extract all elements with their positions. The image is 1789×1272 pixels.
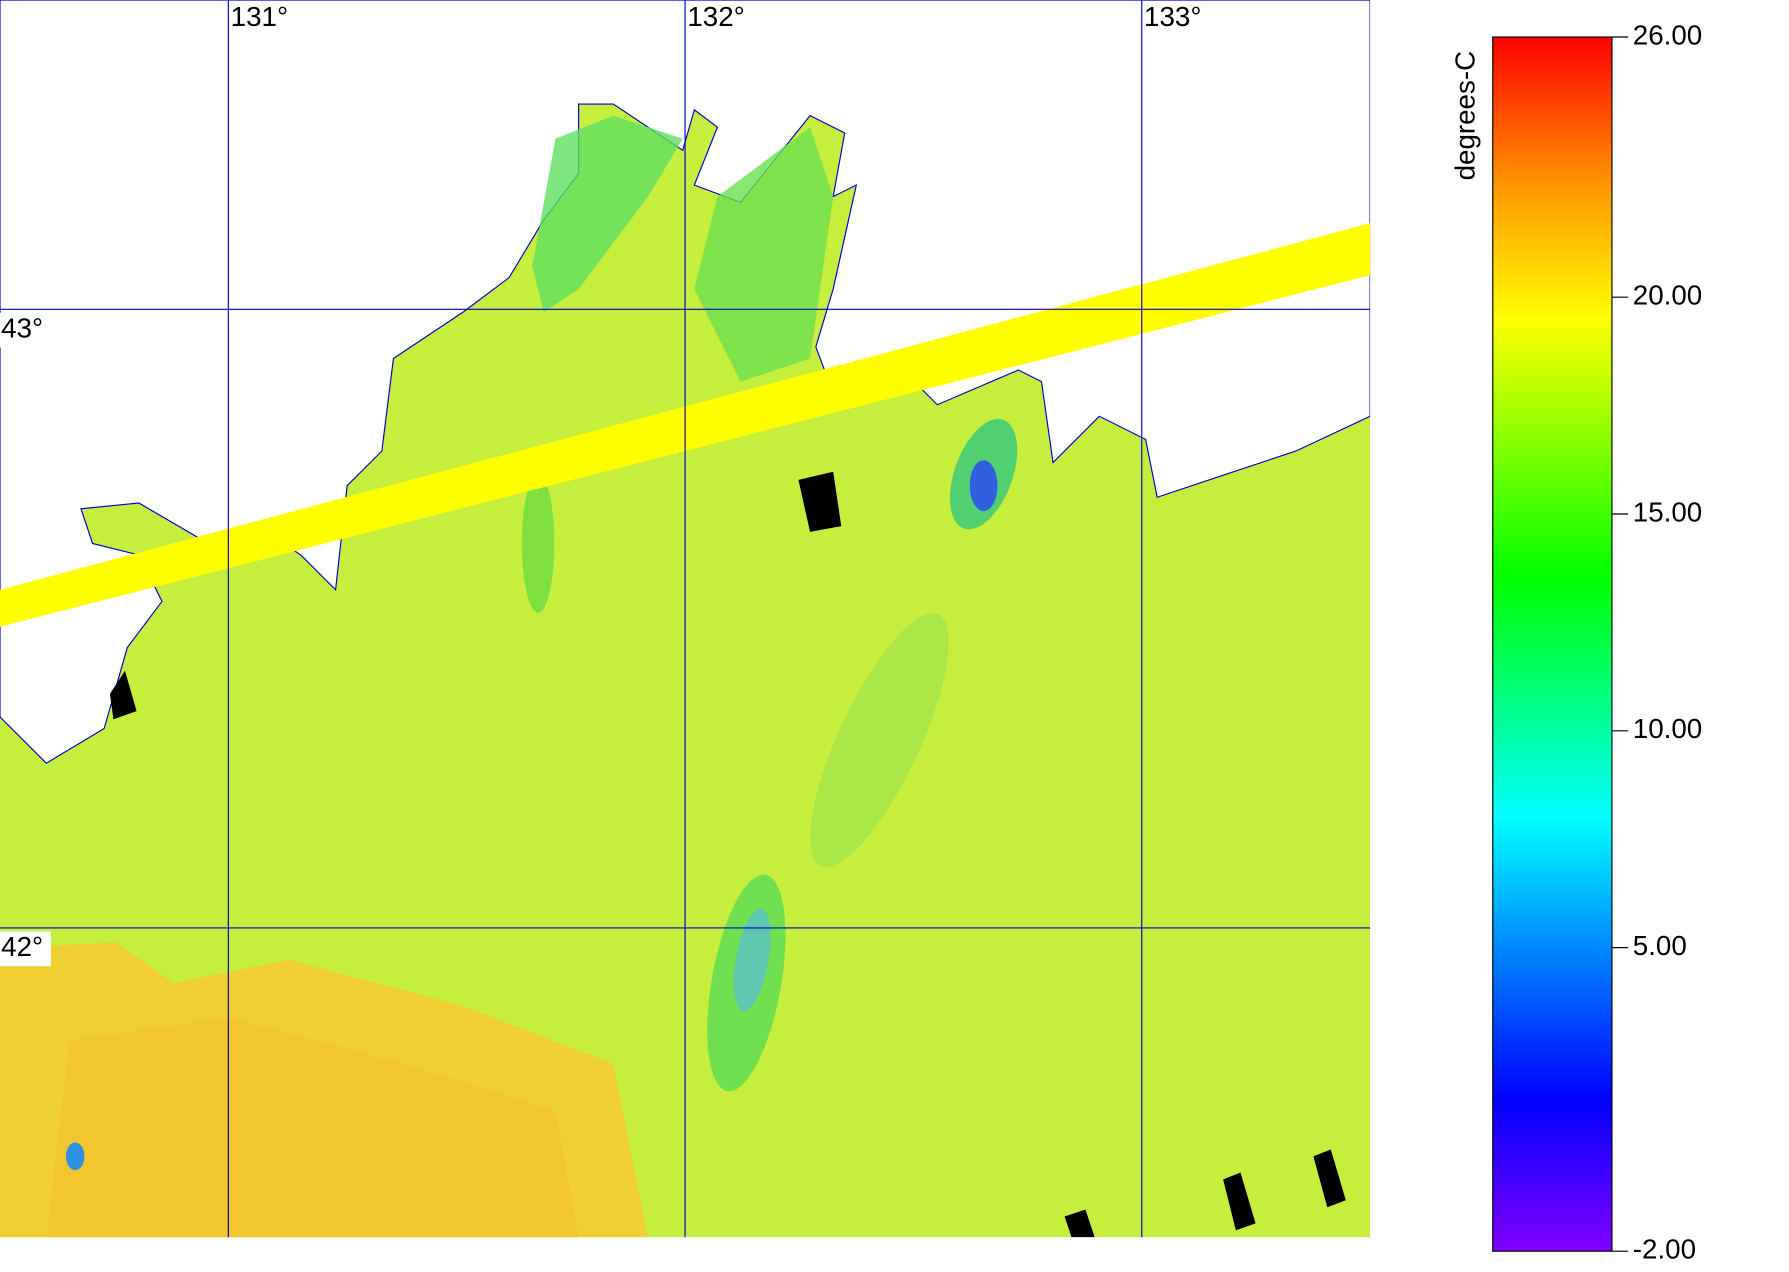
colorbar-tick-label: 20.00 xyxy=(1633,280,1702,311)
colorbar-tick-label: 26.00 xyxy=(1633,19,1702,50)
colorbar-label: degrees-C xyxy=(1450,51,1481,181)
latitude-label: 43° xyxy=(1,312,43,343)
colorbar xyxy=(1492,36,1613,1252)
colorbar-tick-label: -2.00 xyxy=(1633,1234,1696,1265)
latitude-label-bg xyxy=(0,931,51,967)
longitude-label: 131° xyxy=(231,1,288,32)
longitude-label: 133° xyxy=(1144,1,1201,32)
latitude-label: 42° xyxy=(1,931,43,962)
colorbar-tick-label: 5.00 xyxy=(1633,930,1687,961)
longitude-label: 132° xyxy=(687,1,744,32)
colorbar-tick-label: 10.00 xyxy=(1633,713,1702,744)
latitude-label-bg xyxy=(0,312,51,348)
colorbar-tick-label: 15.00 xyxy=(1633,496,1702,527)
